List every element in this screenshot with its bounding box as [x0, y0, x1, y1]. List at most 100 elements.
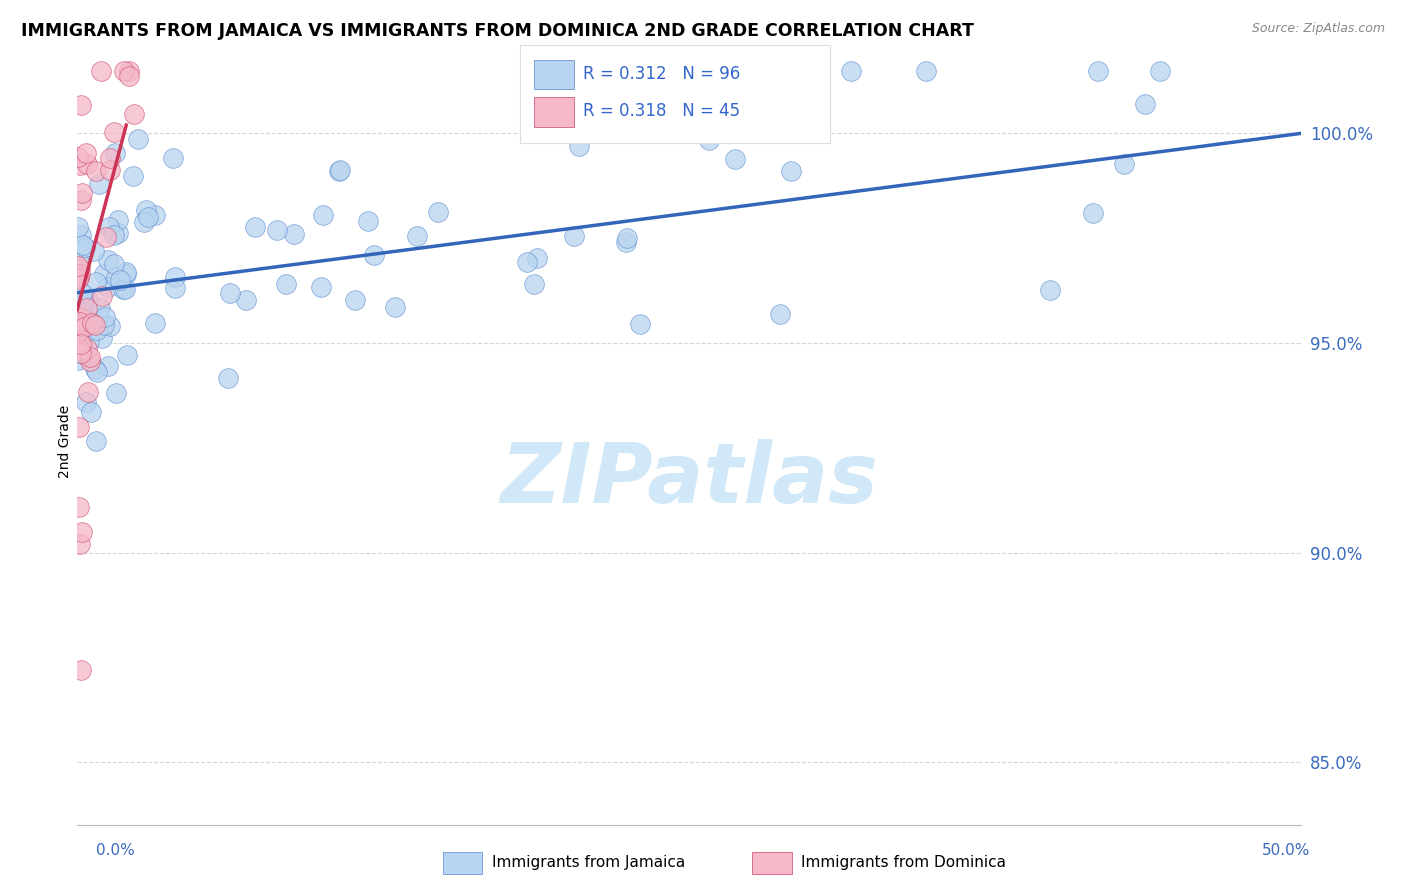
Point: [98, 162, 121, 177]
Point: [66, 259, 89, 273]
Point: [516, 255, 538, 269]
Text: Immigrants from Dominica: Immigrants from Dominica: [801, 855, 1007, 870]
Point: [628, 318, 651, 332]
Point: [1087, 63, 1109, 78]
Point: [77, 334, 100, 349]
Point: [67, 420, 90, 434]
Point: [143, 208, 166, 222]
Point: [117, 348, 139, 362]
Point: [165, 280, 187, 294]
Point: [67, 255, 90, 269]
Point: [406, 229, 429, 244]
Point: [69, 228, 91, 243]
Point: [69, 315, 91, 329]
Point: [110, 273, 132, 287]
Point: [73, 240, 96, 254]
Point: [112, 63, 135, 78]
Point: [97, 359, 120, 374]
Point: [67, 219, 90, 234]
Point: [69, 298, 91, 312]
Text: 0.0%: 0.0%: [96, 843, 135, 858]
Point: [79, 350, 101, 364]
Point: [115, 264, 138, 278]
Point: [84, 361, 107, 376]
Point: [219, 285, 242, 300]
Point: [523, 277, 546, 291]
Point: [107, 212, 129, 227]
Point: [118, 63, 141, 78]
Point: [283, 227, 305, 241]
Point: [217, 371, 239, 385]
Point: [72, 294, 94, 309]
Point: [76, 301, 98, 315]
Point: [97, 220, 120, 235]
Point: [69, 268, 91, 282]
Point: [839, 63, 862, 78]
Point: [94, 230, 117, 244]
Point: [76, 157, 98, 171]
Point: [80, 405, 103, 419]
Point: [1039, 283, 1062, 297]
Point: [1149, 63, 1171, 78]
Point: [915, 63, 938, 78]
Point: [84, 276, 107, 290]
Point: [70, 663, 93, 677]
Point: [67, 333, 90, 347]
Point: [98, 151, 121, 165]
Point: [309, 280, 332, 294]
Point: [132, 215, 155, 229]
Point: [72, 326, 94, 341]
Point: [616, 231, 638, 245]
Point: [562, 228, 585, 243]
Point: [70, 194, 93, 208]
Point: [67, 267, 90, 281]
Point: [384, 300, 406, 314]
Point: [84, 434, 107, 449]
Point: [162, 151, 184, 165]
Point: [104, 270, 127, 285]
Point: [72, 347, 94, 361]
Point: [70, 337, 93, 351]
Point: [165, 269, 187, 284]
Point: [138, 210, 160, 224]
Point: [118, 69, 141, 83]
Point: [107, 226, 129, 240]
Point: [1112, 157, 1135, 171]
Point: [1135, 96, 1157, 111]
Text: R = 0.312   N = 96: R = 0.312 N = 96: [583, 65, 741, 83]
Point: [143, 316, 166, 330]
Point: [83, 318, 105, 333]
Point: [243, 219, 266, 234]
Point: [77, 385, 100, 400]
Point: [112, 282, 135, 296]
Point: [1083, 205, 1105, 219]
Point: [75, 395, 97, 409]
Point: [69, 261, 91, 276]
Point: [103, 125, 125, 139]
Point: [86, 163, 108, 178]
Point: [70, 346, 93, 360]
Point: [67, 324, 90, 338]
Text: Immigrants from Jamaica: Immigrants from Jamaica: [492, 855, 685, 870]
Point: [93, 268, 115, 282]
Point: [69, 310, 91, 325]
Point: [121, 169, 143, 183]
Point: [235, 293, 257, 308]
Point: [89, 301, 111, 316]
Text: IMMIGRANTS FROM JAMAICA VS IMMIGRANTS FROM DOMINICA 2ND GRADE CORRELATION CHART: IMMIGRANTS FROM JAMAICA VS IMMIGRANTS FR…: [21, 22, 974, 40]
Point: [780, 164, 803, 178]
Point: [86, 310, 108, 324]
Text: Source: ZipAtlas.com: Source: ZipAtlas.com: [1251, 22, 1385, 36]
Point: [80, 316, 103, 330]
Point: [67, 500, 90, 515]
Point: [73, 320, 96, 334]
Point: [103, 257, 125, 271]
Point: [363, 248, 385, 262]
Point: [76, 342, 98, 356]
Point: [357, 214, 380, 228]
Point: [94, 310, 117, 324]
Point: [312, 208, 335, 222]
Point: [72, 238, 94, 252]
Point: [69, 98, 91, 112]
Point: [127, 132, 149, 146]
